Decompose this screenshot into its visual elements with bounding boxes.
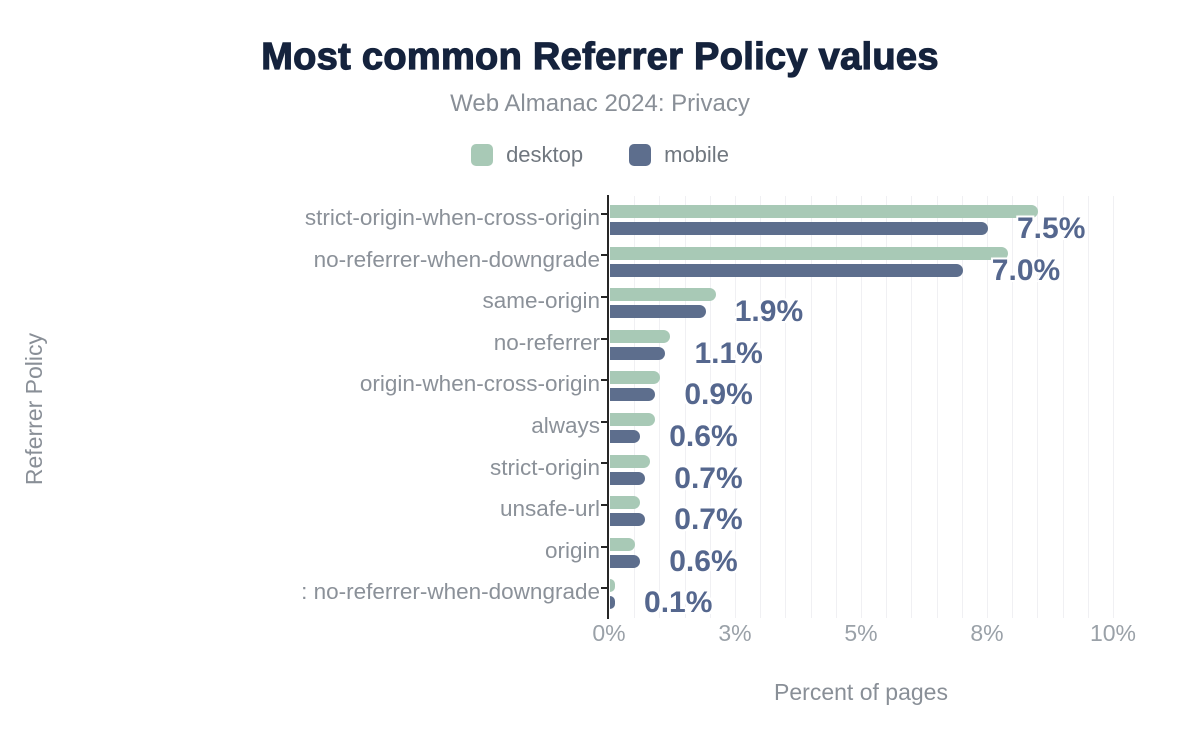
category-label: always [531, 413, 600, 438]
gridline [684, 196, 686, 618]
mobile-bar [610, 554, 641, 568]
x-tick-label: 3% [718, 620, 752, 646]
x-tick-label: 5% [844, 620, 878, 646]
legend: desktop mobile [0, 142, 1200, 168]
y-axis-tick [601, 420, 607, 423]
mobile-bar [610, 471, 646, 485]
value-label: 0.9% [684, 378, 753, 412]
gridline [1012, 196, 1014, 618]
y-axis-tick [601, 587, 607, 590]
y-axis-tick [601, 504, 607, 506]
gridline [961, 196, 963, 618]
mobile-bar [610, 263, 963, 277]
category-label: same-origin [482, 288, 600, 314]
gridline [709, 196, 711, 618]
gridline [810, 196, 812, 618]
desktop-bar [610, 205, 1039, 218]
legend-swatch-desktop [471, 144, 494, 166]
legend-swatch-mobile [629, 144, 652, 166]
legend-item-desktop: desktop [471, 142, 583, 168]
category-label: origin [544, 537, 600, 563]
desktop-bar [610, 579, 616, 593]
gridline [760, 196, 762, 618]
mobile-bar [610, 388, 656, 402]
y-axis-tick [601, 379, 607, 382]
category-label: unsafe-url [499, 496, 600, 522]
category-label: no-referrer-when-downgrade [313, 246, 600, 272]
y-axis-tick [601, 212, 607, 215]
mobile-bar [610, 430, 641, 443]
category-label: strict-origin-when-cross-origin [304, 205, 600, 230]
desktop-bar [610, 288, 716, 302]
value-label: 7.5% [1017, 212, 1086, 245]
y-axis-tick [601, 296, 607, 298]
y-axis-tick [601, 462, 607, 465]
category-label: strict-origin [489, 454, 600, 480]
gridline [835, 196, 837, 618]
gridline [1087, 196, 1089, 618]
desktop-bar [610, 496, 641, 510]
gridline [1037, 196, 1039, 618]
x-tick-label: 10% [1089, 620, 1137, 646]
desktop-bar [610, 371, 661, 385]
desktop-bar [610, 246, 1009, 260]
desktop-bar [610, 329, 671, 343]
mobile-bar [610, 222, 988, 235]
gridline [886, 196, 888, 618]
gridline [1062, 196, 1064, 618]
mobile-bar [610, 346, 666, 360]
x-tick-label: 8% [970, 620, 1004, 646]
value-label: 0.7% [674, 461, 743, 495]
mobile-bar [610, 305, 706, 319]
gridline [785, 196, 787, 618]
gridline [659, 196, 661, 618]
mobile-bar [610, 513, 646, 527]
desktop-bar [610, 537, 636, 551]
x-axis-title: Percent of pages [774, 679, 948, 705]
value-label: 1.1% [694, 336, 763, 370]
y-axis-tick [601, 545, 607, 548]
y-axis-title: Referrer Policy [21, 332, 47, 486]
value-label: 0.6% [669, 544, 738, 578]
value-label: 0.1% [644, 586, 713, 620]
value-label: 0.6% [669, 420, 738, 453]
legend-item-mobile: mobile [629, 142, 729, 168]
value-label: 1.9% [734, 295, 804, 329]
gridline [987, 196, 988, 618]
desktop-bar [610, 413, 656, 426]
value-label: 0.7% [674, 503, 743, 537]
y-axis-line [607, 195, 609, 619]
chart-subtitle: Web Almanac 2024: Privacy [450, 90, 750, 117]
gridline [911, 196, 913, 618]
category-label: origin-when-cross-origin [359, 371, 600, 397]
chart-title: Most common Referrer Policy values [261, 35, 939, 78]
value-label: 7.0% [991, 253, 1061, 287]
legend-label-desktop: desktop [506, 142, 584, 167]
gridline [634, 196, 636, 618]
gridline [861, 196, 862, 618]
desktop-bar [610, 454, 651, 468]
x-tick-label: 0% [592, 620, 626, 646]
mobile-bar [610, 596, 616, 610]
gridline [936, 196, 938, 618]
gridline [735, 196, 736, 618]
y-axis-tick [601, 254, 607, 257]
legend-label-mobile: mobile [664, 142, 729, 167]
gridline [1113, 196, 1114, 618]
category-label: : no-referrer-when-downgrade [301, 579, 600, 605]
category-label: no-referrer [493, 329, 600, 355]
y-axis-tick [601, 337, 607, 340]
